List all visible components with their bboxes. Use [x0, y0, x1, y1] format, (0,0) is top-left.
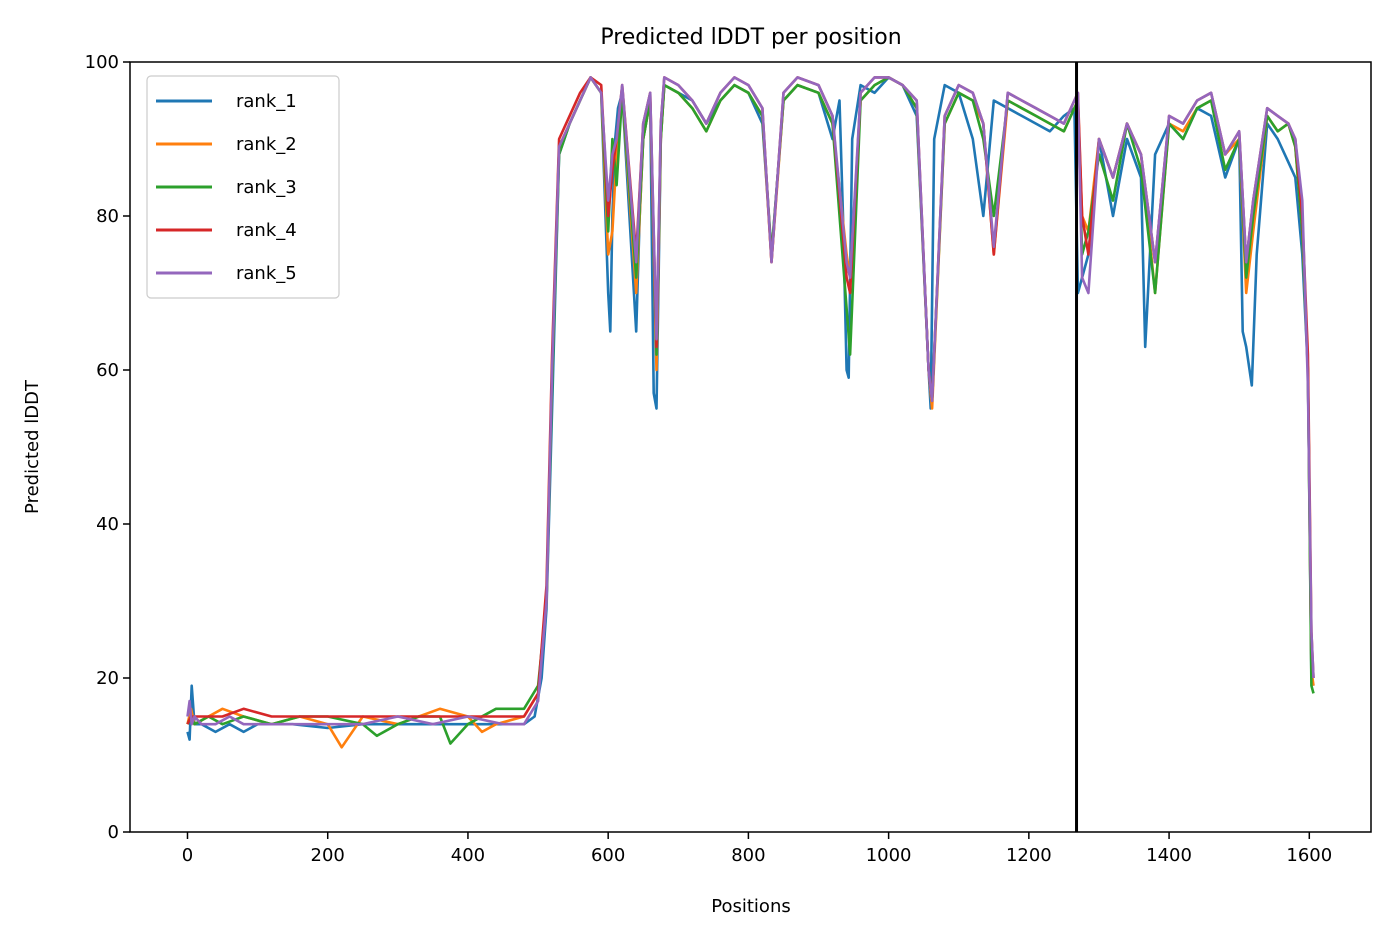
plot-area [186, 62, 1315, 832]
legend-box [146, 75, 340, 299]
legend-label-rank_5: rank_5 [236, 263, 297, 284]
y-tick-label: 40 [96, 514, 119, 535]
legend-label-rank_2: rank_2 [236, 134, 297, 155]
legend-label-rank_1: rank_1 [236, 91, 297, 112]
x-tick-label: 400 [451, 845, 485, 866]
y-tick-label: 80 [96, 206, 119, 227]
y-tick-label: 100 [85, 52, 119, 73]
x-tick-label: 200 [311, 845, 345, 866]
legend-label-rank_3: rank_3 [236, 177, 297, 198]
series-line-rank_5 [186, 76, 1315, 726]
x-tick-label: 0 [182, 845, 193, 866]
x-tick-label: 1000 [866, 845, 912, 866]
x-tick-label: 800 [731, 845, 765, 866]
x-tick-label: 1200 [1006, 845, 1052, 866]
chart-title: Predicted lDDT per position [600, 25, 901, 50]
series-layer [186, 76, 1315, 749]
y-tick-label: 0 [108, 822, 119, 843]
y-tick-label: 20 [96, 668, 119, 689]
y-axis-label: Predicted lDDT [22, 379, 43, 514]
axes-frame [129, 61, 1372, 833]
legend-label-rank_4: rank_4 [236, 220, 297, 241]
x-tick-label: 1400 [1146, 845, 1192, 866]
x-axis-label: Positions [711, 896, 790, 917]
x-tick-label: 1600 [1286, 845, 1332, 866]
y-tick-label: 60 [96, 360, 119, 381]
x-tick-label: 600 [591, 845, 625, 866]
x-axis: 0 200 400 600 800 1000 1200 1400 1600 [182, 832, 1332, 866]
legend: rank_1 rank_2 rank_3 rank_4 rank_5 [146, 75, 340, 299]
y-axis: 0 20 40 60 80 100 [85, 52, 130, 843]
